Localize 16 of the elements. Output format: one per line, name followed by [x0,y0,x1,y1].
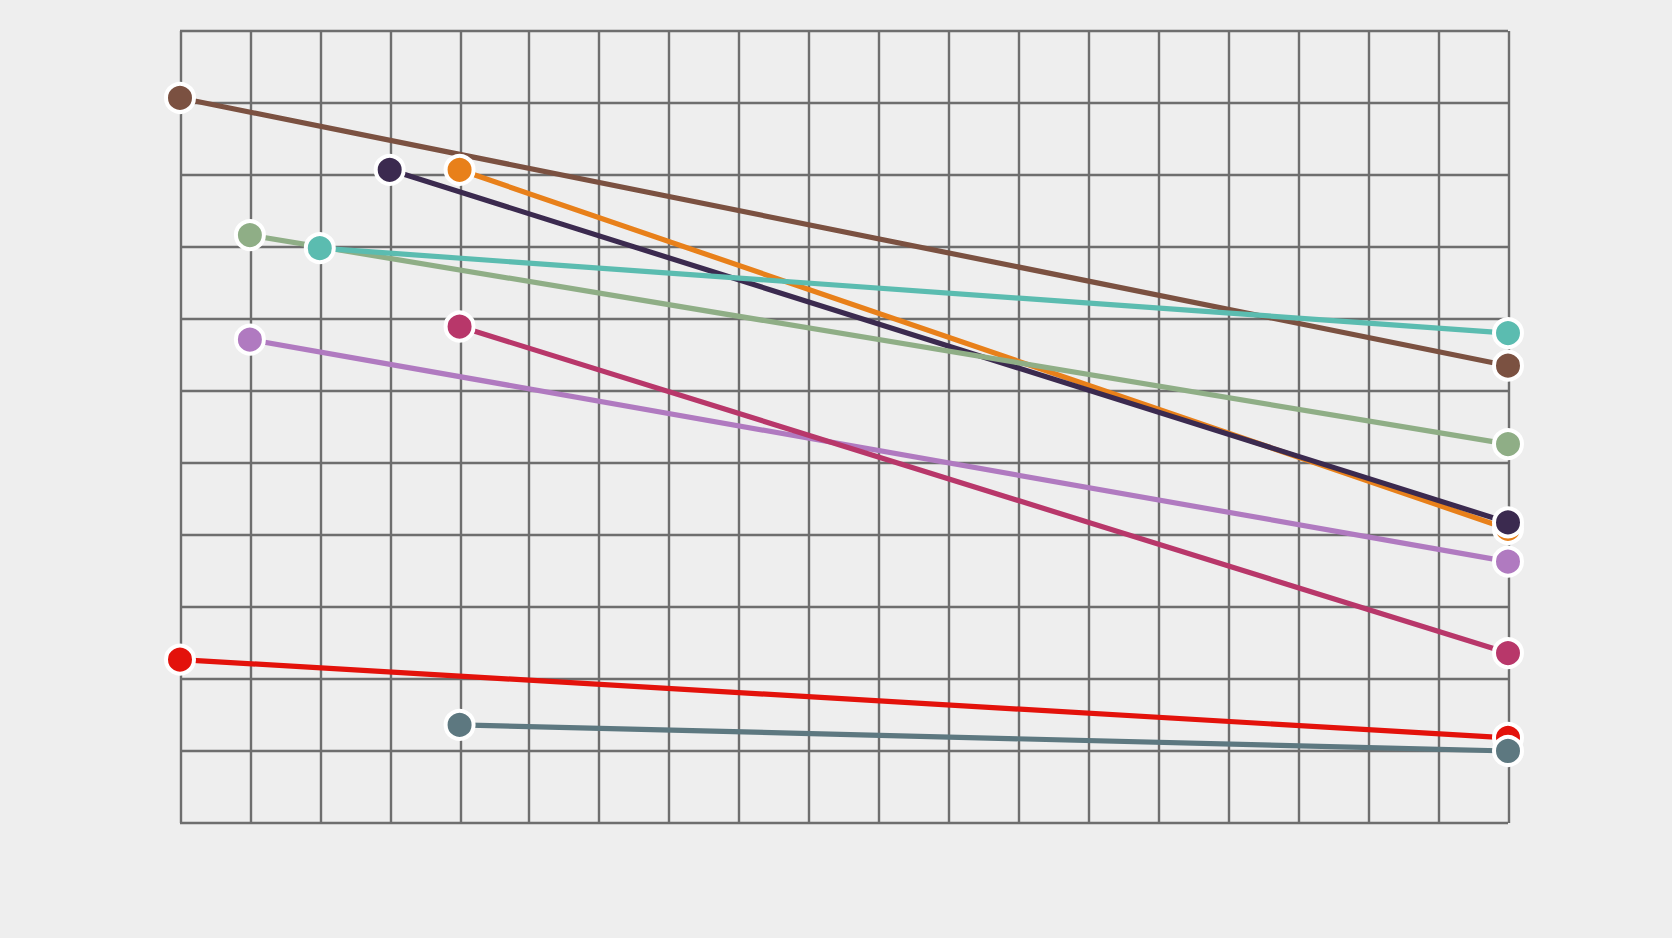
point [164,81,196,114]
point [1492,735,1524,767]
point [233,219,266,252]
point [303,232,336,265]
point [1492,545,1524,578]
point [1492,349,1524,382]
point [443,310,476,343]
point [443,153,476,186]
point [373,153,406,186]
point [443,708,476,741]
point [1492,637,1524,670]
point [164,643,196,676]
point [1492,506,1524,539]
point [1492,317,1524,350]
point [1492,428,1524,461]
point [233,323,266,356]
